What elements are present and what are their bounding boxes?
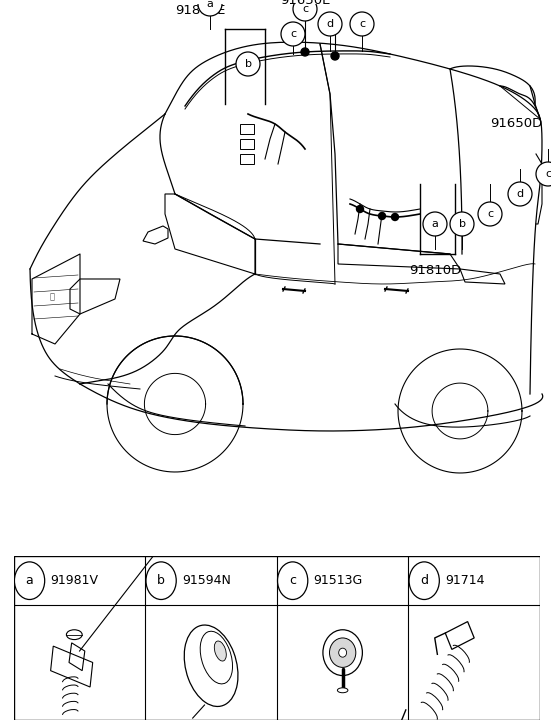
Text: 91650E: 91650E <box>280 0 330 7</box>
Ellipse shape <box>323 630 363 675</box>
Text: c: c <box>302 4 308 14</box>
Text: 91513G: 91513G <box>314 574 363 587</box>
Text: b: b <box>458 219 466 229</box>
Text: 91714: 91714 <box>445 574 485 587</box>
Text: a: a <box>431 219 439 229</box>
Text: d: d <box>326 19 333 29</box>
Text: c: c <box>359 19 365 29</box>
Text: c: c <box>289 574 296 587</box>
Ellipse shape <box>339 648 347 657</box>
Circle shape <box>293 0 317 21</box>
Text: b: b <box>245 59 251 69</box>
Circle shape <box>198 0 222 16</box>
Text: 91981V: 91981V <box>51 574 99 587</box>
Circle shape <box>146 562 176 600</box>
Circle shape <box>450 212 474 236</box>
Ellipse shape <box>214 641 226 661</box>
Circle shape <box>236 52 260 76</box>
Text: c: c <box>487 209 493 219</box>
Text: d: d <box>516 189 523 199</box>
Text: c: c <box>290 29 296 39</box>
Circle shape <box>392 214 398 220</box>
Text: a: a <box>207 0 213 9</box>
Text: Ⓗ: Ⓗ <box>50 292 55 302</box>
Text: b: b <box>157 574 165 587</box>
Ellipse shape <box>184 625 238 707</box>
Circle shape <box>409 562 439 600</box>
Circle shape <box>536 162 551 186</box>
Bar <box>240 124 254 134</box>
Circle shape <box>301 48 309 56</box>
Text: 91810D: 91810D <box>409 264 461 277</box>
Circle shape <box>14 562 45 600</box>
Ellipse shape <box>67 630 82 640</box>
Circle shape <box>379 212 386 220</box>
Ellipse shape <box>200 631 233 684</box>
Bar <box>240 154 254 164</box>
Text: 91594N: 91594N <box>182 574 231 587</box>
Circle shape <box>356 206 364 212</box>
Circle shape <box>318 12 342 36</box>
Text: d: d <box>420 574 428 587</box>
Circle shape <box>478 202 502 226</box>
Ellipse shape <box>329 638 356 667</box>
Text: a: a <box>26 574 34 587</box>
Circle shape <box>350 12 374 36</box>
Circle shape <box>423 212 447 236</box>
Circle shape <box>331 52 339 60</box>
Circle shape <box>281 22 305 46</box>
Bar <box>240 139 254 149</box>
Circle shape <box>278 562 308 600</box>
Ellipse shape <box>337 688 348 693</box>
Text: 91650D: 91650D <box>490 118 542 130</box>
Circle shape <box>508 182 532 206</box>
Text: c: c <box>545 169 551 179</box>
Text: 91810E: 91810E <box>175 4 225 17</box>
